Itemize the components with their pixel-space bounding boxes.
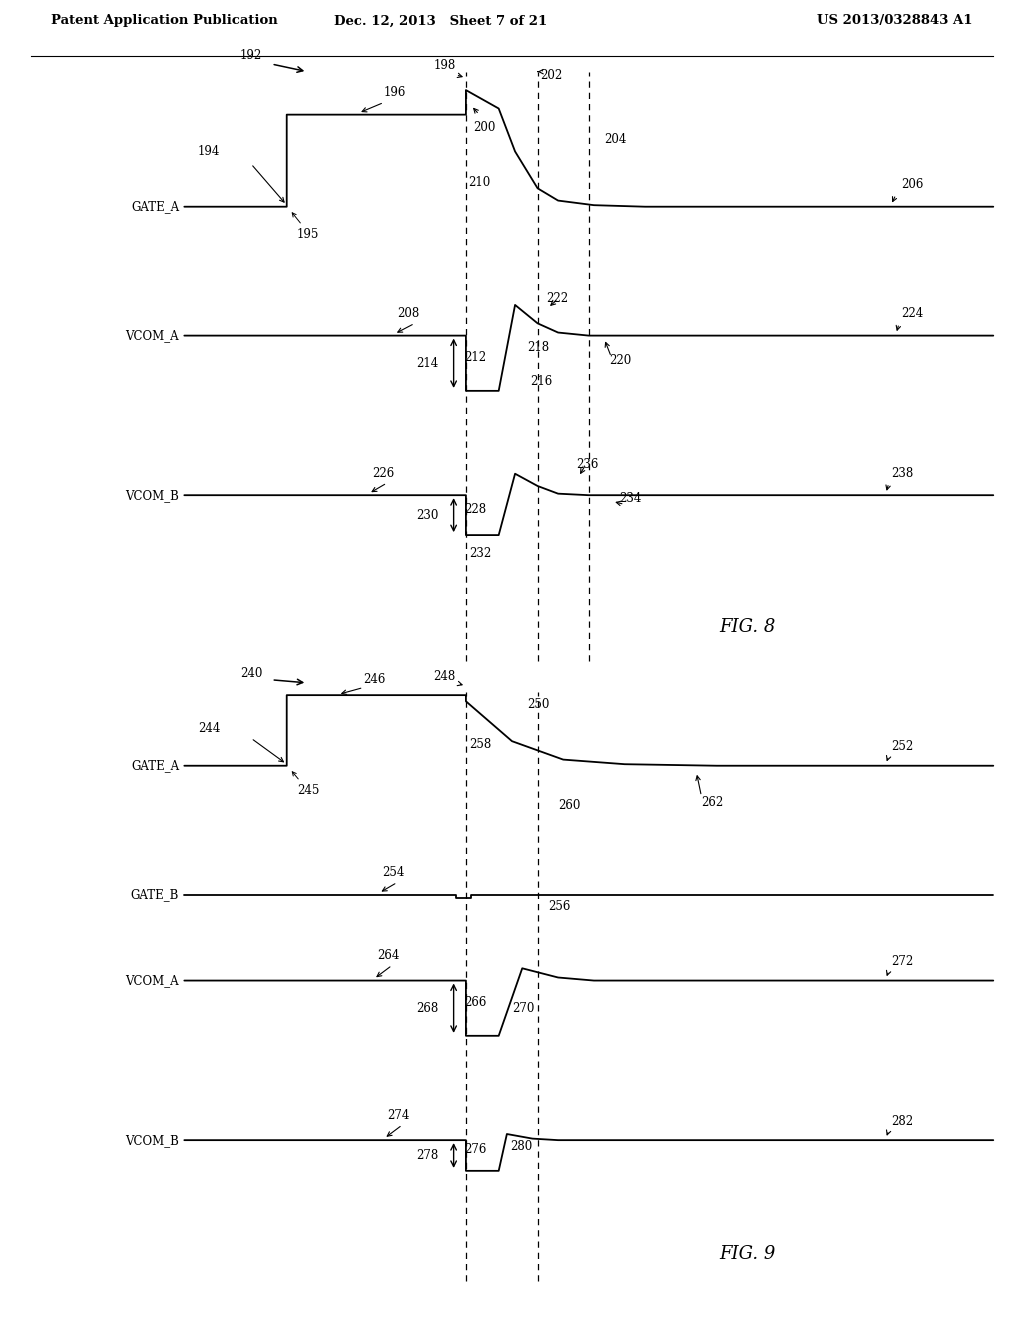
Text: 208: 208 xyxy=(397,308,420,321)
Text: 248: 248 xyxy=(433,669,456,682)
Text: 272: 272 xyxy=(891,956,913,969)
Text: GATE_B: GATE_B xyxy=(131,888,179,902)
Text: 216: 216 xyxy=(530,375,553,388)
Text: 250: 250 xyxy=(527,698,550,711)
Text: VCOM_B: VCOM_B xyxy=(125,488,179,502)
Text: 278: 278 xyxy=(416,1148,438,1162)
Text: FIG. 8: FIG. 8 xyxy=(719,618,776,636)
Text: 202: 202 xyxy=(541,69,563,82)
Text: 195: 195 xyxy=(297,228,319,242)
Text: 234: 234 xyxy=(620,492,642,504)
Text: 210: 210 xyxy=(468,176,490,189)
Text: 270: 270 xyxy=(512,1002,535,1015)
Text: VCOM_A: VCOM_A xyxy=(126,974,179,987)
Text: 232: 232 xyxy=(469,548,492,561)
Text: 244: 244 xyxy=(198,722,220,735)
Text: 218: 218 xyxy=(527,342,550,354)
Text: Patent Application Publication: Patent Application Publication xyxy=(51,15,278,28)
Text: US 2013/0328843 A1: US 2013/0328843 A1 xyxy=(817,15,973,28)
Text: 258: 258 xyxy=(469,738,492,751)
Text: 194: 194 xyxy=(198,145,220,158)
Text: Dec. 12, 2013   Sheet 7 of 21: Dec. 12, 2013 Sheet 7 of 21 xyxy=(334,15,547,28)
Text: GATE_A: GATE_A xyxy=(131,201,179,214)
Text: 246: 246 xyxy=(364,673,386,686)
Text: FIG. 9: FIG. 9 xyxy=(719,1245,776,1263)
Text: 280: 280 xyxy=(510,1139,532,1152)
Text: 206: 206 xyxy=(901,178,924,191)
Text: VCOM_A: VCOM_A xyxy=(126,329,179,342)
Text: 240: 240 xyxy=(240,667,262,680)
Text: 214: 214 xyxy=(416,356,438,370)
Text: 200: 200 xyxy=(473,121,496,133)
Text: 254: 254 xyxy=(382,866,404,879)
Text: 212: 212 xyxy=(464,351,486,363)
Text: 276: 276 xyxy=(464,1143,486,1156)
Text: 260: 260 xyxy=(558,799,581,812)
Text: 282: 282 xyxy=(891,1115,913,1127)
Text: 230: 230 xyxy=(416,508,438,521)
Text: 228: 228 xyxy=(464,503,486,516)
Text: 222: 222 xyxy=(546,292,568,305)
Text: 224: 224 xyxy=(901,308,924,321)
Text: 264: 264 xyxy=(377,949,399,962)
Text: 226: 226 xyxy=(372,467,394,480)
Text: 256: 256 xyxy=(548,900,570,913)
Text: GATE_A: GATE_A xyxy=(131,759,179,772)
Text: 274: 274 xyxy=(387,1109,410,1122)
Text: 252: 252 xyxy=(891,741,913,754)
Text: 192: 192 xyxy=(240,49,262,62)
Text: VCOM_B: VCOM_B xyxy=(125,1134,179,1147)
Text: 220: 220 xyxy=(609,354,632,367)
Text: 245: 245 xyxy=(297,784,319,797)
Text: 268: 268 xyxy=(416,1002,438,1015)
Text: 198: 198 xyxy=(433,58,456,71)
Text: 196: 196 xyxy=(384,86,407,99)
Text: 238: 238 xyxy=(891,467,913,480)
Text: 204: 204 xyxy=(604,133,627,145)
Text: 262: 262 xyxy=(701,796,724,809)
Text: 236: 236 xyxy=(577,458,599,471)
Text: 266: 266 xyxy=(464,995,486,1008)
